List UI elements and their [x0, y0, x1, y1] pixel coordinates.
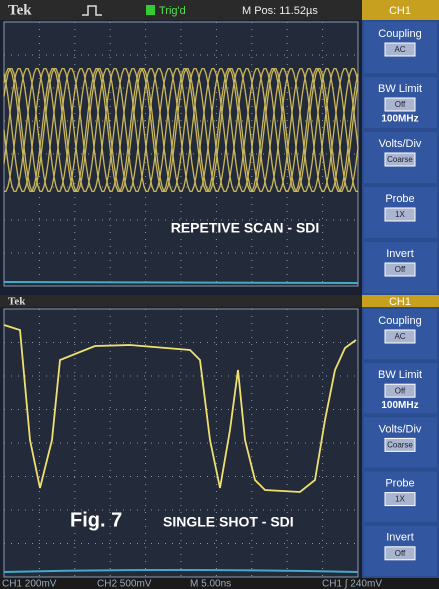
brand: Tek	[8, 2, 32, 18]
figure-label: Fig. 7	[70, 509, 122, 531]
channel-tab	[362, 295, 439, 307]
menu-extra: 100MHz	[381, 400, 418, 411]
menu-label: Probe	[385, 193, 414, 205]
menu-value-box	[384, 42, 416, 57]
menu-value: 1X	[395, 495, 405, 504]
menu-label: BW Limit	[378, 83, 422, 95]
waveform-single-shot	[3, 324, 357, 493]
brand: Tek	[8, 296, 26, 308]
header-bar	[0, 0, 439, 20]
menu-value-box	[384, 437, 416, 452]
menu-value-box	[384, 329, 416, 344]
menu-value: 1X	[395, 210, 405, 219]
menu-label: BW Limit	[378, 369, 422, 381]
channel: CH1	[389, 296, 411, 308]
header-bar	[0, 295, 439, 307]
baseline-trace	[3, 569, 359, 573]
menu-value-box	[384, 152, 416, 167]
menu-value-box	[384, 97, 416, 112]
caption: REPETIVE SCAN - SDI	[171, 220, 320, 236]
waveform-repetitive	[3, 67, 359, 193]
trigger-indicator	[146, 5, 155, 15]
menu-value: Off	[395, 549, 406, 558]
menu-value-box	[384, 383, 416, 398]
trace	[3, 67, 359, 193]
menu-value-box	[384, 262, 416, 277]
menu-value: Off	[395, 100, 406, 109]
menu-value: Off	[395, 265, 406, 274]
caption: SINGLE SHOT - SDI	[163, 514, 294, 530]
menu-label: Volts/Div	[379, 138, 422, 150]
menu-value: Off	[395, 386, 406, 395]
menu-label: Coupling	[378, 315, 421, 327]
position: M Pos: 11.52µs	[242, 5, 318, 17]
footer-bar	[0, 578, 439, 589]
menu-value: AC	[394, 332, 405, 341]
footer-reading: CH1 200mV	[2, 579, 57, 589]
trace	[4, 67, 358, 193]
menu-extra: 100MHz	[381, 114, 418, 125]
menu-value-box	[384, 207, 416, 222]
menu-value: Coarse	[387, 441, 413, 450]
footer-reading: CH1 ∫ 240mV	[322, 579, 382, 589]
menu-value: Coarse	[387, 155, 413, 164]
trigger-icon	[82, 5, 102, 16]
channel-tab	[362, 0, 439, 20]
menu-label: Coupling	[378, 28, 421, 40]
footer-reading: CH2 500mV	[97, 579, 152, 589]
trigger-status: Trig'd	[159, 5, 186, 17]
menu-value-box	[384, 546, 416, 561]
menu-value: AC	[394, 45, 405, 54]
menu-label: Probe	[385, 478, 414, 490]
menu-label: Volts/Div	[379, 423, 422, 435]
footer-reading: M 5.00ns	[190, 579, 231, 589]
menu-label: Invert	[386, 248, 414, 260]
trace	[3, 67, 359, 193]
baseline-trace	[3, 281, 359, 284]
channel: CH1	[389, 5, 411, 17]
menu-value-box	[384, 492, 416, 507]
menu-label: Invert	[386, 532, 414, 544]
